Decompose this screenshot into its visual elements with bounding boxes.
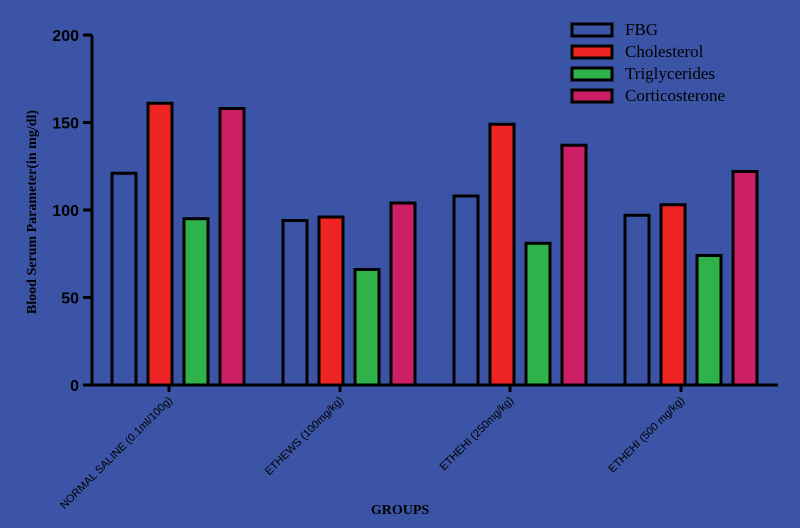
legend-swatch-fbg	[570, 22, 614, 38]
bar-cholesterol-3	[488, 122, 516, 387]
category-label: ETHEWS (100mg/kg)	[263, 395, 346, 478]
legend-label-fbg: FBG	[625, 20, 658, 39]
y-axis-title: Blood Serum Parameter(in mg/dl)	[25, 110, 40, 314]
y-tick-label: 150	[52, 116, 79, 133]
bars	[110, 101, 759, 387]
bar-corticosterone-1	[218, 107, 246, 387]
bar-cholesterol-2	[317, 215, 345, 387]
category-label: NORMAL SALINE (0.1ml/100g)	[58, 395, 175, 512]
legend: FBG Cholesterol Triglycerides Corticosteron…	[570, 20, 725, 105]
bar-fbg-1	[110, 171, 138, 387]
bar-fbg-3	[452, 194, 480, 387]
category-labels: NORMAL SALINE (0.1ml/100g) ETHEWS (100mg/…	[58, 395, 687, 512]
bar-corticosterone-2	[389, 201, 417, 387]
bar-cholesterol-4	[659, 203, 687, 387]
category-label: ETHEHI (250mg/kg)	[438, 395, 517, 474]
x-axis-title: GROUPS	[371, 503, 430, 518]
legend-label-cholesterol: Cholesterol	[625, 42, 704, 61]
y-tick-label: 0	[70, 378, 79, 395]
legend-label-triglycerides: Triglycerides	[625, 64, 715, 83]
category-label: ETHEHI (500 mg/kg)	[606, 395, 687, 476]
bar-triglycerides-4	[695, 254, 723, 387]
bar-corticosterone-3	[560, 143, 588, 387]
y-tick-label: 50	[61, 291, 79, 308]
bar-triglycerides-1	[182, 217, 210, 387]
bar-triglycerides-3	[524, 241, 552, 387]
bar-triglycerides-2	[353, 268, 381, 387]
bar-corticosterone-4	[731, 170, 759, 387]
y-tick-label: 100	[52, 203, 79, 220]
legend-swatch-cholesterol	[570, 44, 614, 60]
bar-fbg-2	[281, 219, 309, 387]
legend-swatch-corticosterone	[570, 88, 614, 104]
bar-fbg-4	[623, 213, 651, 387]
bar-cholesterol-1	[146, 101, 174, 387]
legend-swatch-triglycerides	[570, 66, 614, 82]
legend-label-corticosterone: Corticosterone	[625, 86, 725, 105]
y-tick-label: 200	[52, 28, 79, 45]
